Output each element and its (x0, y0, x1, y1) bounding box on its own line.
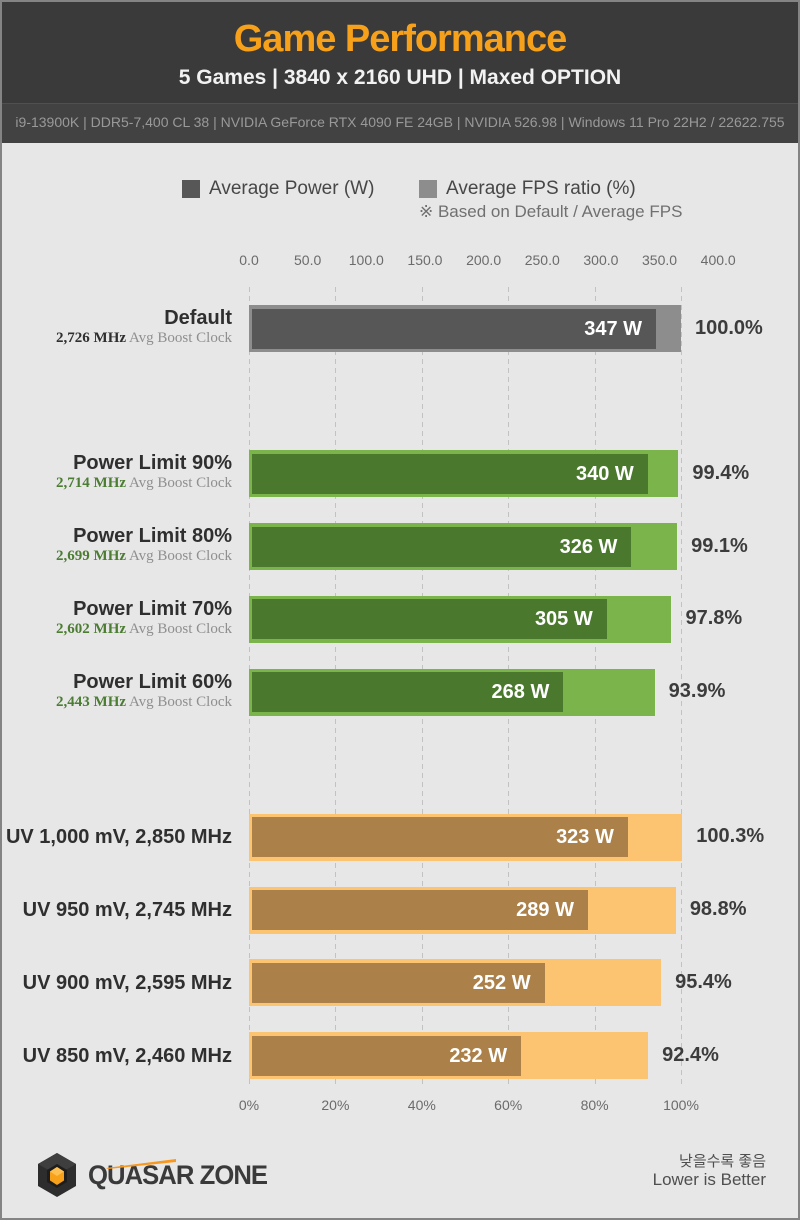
header-band (2, 2, 798, 103)
row-label: Power Limit 60% 2,443 MHz Avg Boost Clock (2, 670, 232, 711)
footer-note-english: Lower is Better (652, 1170, 766, 1189)
fps-ratio-value: 100.3% (696, 825, 765, 848)
bottom-axis-tick-60%: 60% (494, 1097, 523, 1113)
row-label-main: Power Limit 70% (73, 597, 232, 620)
row-label-main: Power Limit 90% (73, 452, 232, 475)
top-axis-tick-0.0: 0.0 (239, 252, 259, 268)
top-axis-tick-300.0: 300.0 (583, 252, 619, 268)
row-label-boost-clock: 2,602 MHz Avg Boost Clock (56, 620, 232, 637)
fps-ratio-value: 93.9% (668, 680, 726, 702)
legend-fps-swatch (419, 180, 437, 198)
legend-note: ※ Based on Default / Average FPS (419, 202, 683, 221)
row-label: Power Limit 70% 2,602 MHz Avg Boost Clock (2, 597, 232, 638)
row-label-main: Power Limit 60% (73, 670, 232, 693)
bottom-axis-tick-100%: 100% (663, 1097, 699, 1113)
bottom-axis-tick-20%: 20% (321, 1097, 350, 1113)
power-bar: 268 W (252, 672, 564, 712)
row-label-main: UV 950 mV, 2,745 MHz (22, 899, 232, 922)
top-axis-tick-200.0: 200.0 (466, 252, 502, 268)
legend-power-swatch (182, 180, 200, 198)
row-label-boost-clock: 2,443 MHz Avg Boost Clock (56, 693, 232, 710)
row-label: UV 850 mV, 2,460 MHz (2, 1044, 232, 1068)
row-label-boost-clock: 2,714 MHz Avg Boost Clock (56, 475, 232, 492)
row-label: Default 2,726 MHz Avg Boost Clock (2, 306, 232, 347)
fps-ratio-value: 97.8% (685, 607, 743, 630)
row-label-main: UV 900 mV, 2,595 MHz (22, 971, 232, 994)
row-label: UV 950 mV, 2,745 MHz (2, 898, 232, 922)
top-axis-tick-400.0: 400.0 (700, 252, 736, 268)
fps-ratio-value: 99.1% (691, 534, 748, 557)
spec-band (2, 103, 798, 143)
gridline-100% (681, 287, 682, 1088)
row-label-boost-clock: 2,699 MHz Avg Boost Clock (56, 548, 232, 565)
row-label-main: UV 1,000 mV, 2,850 MHz (5, 826, 232, 849)
legend-fps-label: Average FPS ratio (%) (446, 178, 636, 199)
row-label-boost-clock: 2,726 MHz Avg Boost Clock (56, 330, 232, 346)
bottom-axis-tick-40%: 40% (407, 1097, 436, 1113)
bottom-axis-tick-80%: 80% (580, 1097, 609, 1113)
footer-note-korean: 낮을수록 좋음 (679, 1153, 766, 1170)
row-label-main: Default (164, 307, 232, 329)
page-subtitle: 5 Games | 3840 x 2160 UHD | Maxed OPTION (178, 66, 622, 89)
fps-ratio-value: 99.4% (692, 461, 750, 484)
top-axis-tick-250.0: 250.0 (524, 252, 560, 268)
top-axis-tick-350.0: 350.0 (642, 252, 678, 268)
power-bar: 340 W (252, 453, 648, 494)
row-label: Power Limit 90% 2,714 MHz Avg Boost Clock (2, 451, 232, 492)
power-bar: 323 W (252, 817, 628, 858)
power-bar: 289 W (252, 890, 588, 931)
system-specs: i9-13900K | DDR5-7,400 CL 38 | NVIDIA Ge… (15, 114, 785, 130)
top-axis-tick-150.0: 150.0 (407, 252, 443, 268)
fps-ratio-value: 98.8% (689, 898, 747, 921)
power-bar: 252 W (252, 962, 545, 1003)
row-label-main: UV 850 mV, 2,460 MHz (22, 1044, 232, 1067)
page-title: Game Performance (233, 18, 568, 60)
row-label: UV 900 mV, 2,595 MHz (2, 971, 232, 995)
fps-ratio-value: 92.4% (662, 1043, 719, 1066)
fps-ratio-value: 95.4% (675, 970, 732, 993)
power-bar: 326 W (252, 526, 632, 567)
quasar-zone-wordmark: QUASAR ZONE (88, 1160, 268, 1190)
fps-ratio-value: 100.0% (695, 316, 763, 339)
legend-power-label: Average Power (W) (209, 178, 375, 199)
row-label: Power Limit 80% 2,699 MHz Avg Boost Clock (2, 524, 232, 565)
row-label: UV 1,000 mV, 2,850 MHz (2, 825, 232, 849)
row-label-main: Power Limit 80% (73, 525, 232, 548)
brand-orange-swoosh (106, 1156, 176, 1169)
top-axis-tick-50.0: 50.0 (294, 252, 322, 268)
power-bar: 232 W (252, 1035, 522, 1076)
bottom-axis-tick-0%: 0% (238, 1097, 260, 1113)
quasar-zone-logo-icon (36, 1152, 78, 1198)
top-axis-tick-100.0: 100.0 (348, 252, 384, 268)
power-bar: 305 W (252, 599, 607, 640)
power-bar: 347 W (252, 308, 657, 349)
